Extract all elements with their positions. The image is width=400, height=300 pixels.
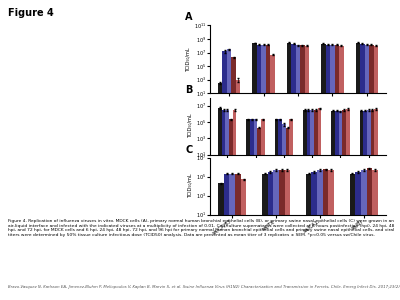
Text: Figure 4: Figure 4 (8, 8, 54, 17)
Bar (356, 43, 360, 300)
Bar (261, 45, 266, 300)
Bar (317, 170, 323, 300)
Bar (323, 169, 328, 300)
Bar (218, 108, 222, 300)
Bar (364, 45, 369, 300)
Y-axis label: TCID₅₀/mL: TCID₅₀/mL (188, 174, 193, 198)
Bar (306, 174, 311, 300)
Bar (310, 110, 314, 300)
Bar (279, 170, 285, 300)
Bar (374, 109, 378, 300)
Text: C: C (185, 145, 193, 155)
Bar (225, 110, 229, 300)
Bar (331, 110, 335, 300)
Bar (361, 170, 367, 300)
Bar (241, 179, 246, 300)
Bar (371, 110, 374, 300)
Bar (268, 172, 273, 300)
Bar (236, 80, 240, 300)
Bar (296, 45, 300, 300)
Bar (335, 110, 339, 300)
Bar (314, 110, 318, 300)
Bar (222, 51, 227, 300)
Bar (335, 45, 339, 300)
Bar (254, 119, 257, 300)
Y-axis label: TCID₅₀/mL: TCID₅₀/mL (188, 114, 193, 138)
Bar (218, 183, 224, 300)
Bar (330, 45, 335, 300)
Bar (227, 49, 232, 300)
Bar (346, 109, 350, 300)
Bar (374, 46, 378, 300)
Bar (257, 45, 261, 300)
Bar (270, 55, 275, 300)
Text: Bravo-Vasquez N, Karlsson EA, Jimenez-Bluhm P, Meliopoulos V, Kaplan B, Marvin S: Bravo-Vasquez N, Karlsson EA, Jimenez-Bl… (8, 285, 400, 289)
Bar (285, 170, 290, 300)
Bar (232, 57, 236, 300)
Bar (326, 45, 330, 300)
Bar (305, 46, 309, 300)
Bar (218, 83, 222, 300)
Bar (246, 119, 250, 300)
Bar (282, 124, 286, 300)
Bar (286, 128, 289, 300)
Bar (360, 110, 363, 300)
Bar (289, 119, 293, 300)
Bar (318, 108, 321, 300)
Bar (307, 110, 310, 300)
Text: B: B (185, 85, 193, 95)
Bar (275, 119, 278, 300)
Bar (235, 174, 241, 300)
Y-axis label: TCID₅₀/mL: TCID₅₀/mL (186, 47, 191, 72)
Bar (328, 170, 334, 300)
Bar (233, 110, 236, 300)
Bar (342, 110, 346, 300)
Bar (273, 170, 279, 300)
Bar (291, 44, 296, 300)
Bar (224, 174, 229, 300)
Bar (321, 44, 326, 300)
Bar (229, 119, 233, 300)
Bar (261, 119, 265, 300)
Bar (257, 128, 261, 300)
Bar (369, 45, 374, 300)
Bar (278, 119, 282, 300)
Bar (252, 43, 257, 300)
Bar (266, 45, 270, 300)
Text: Figure 4. Replication of influenza viruses in vitro. MDCK cells (A), primary nor: Figure 4. Replication of influenza virus… (8, 219, 394, 237)
Bar (262, 174, 268, 300)
Bar (300, 45, 305, 300)
Bar (222, 110, 225, 300)
Bar (350, 174, 355, 300)
Bar (287, 43, 291, 300)
Text: A: A (185, 12, 193, 22)
Bar (311, 172, 317, 300)
Bar (250, 119, 254, 300)
Bar (367, 169, 372, 300)
Bar (367, 110, 371, 300)
Bar (339, 111, 342, 300)
Bar (360, 44, 364, 300)
Bar (363, 110, 367, 300)
Bar (355, 172, 361, 300)
Bar (229, 174, 235, 300)
Bar (372, 170, 378, 300)
Bar (303, 110, 307, 300)
Bar (339, 46, 344, 300)
